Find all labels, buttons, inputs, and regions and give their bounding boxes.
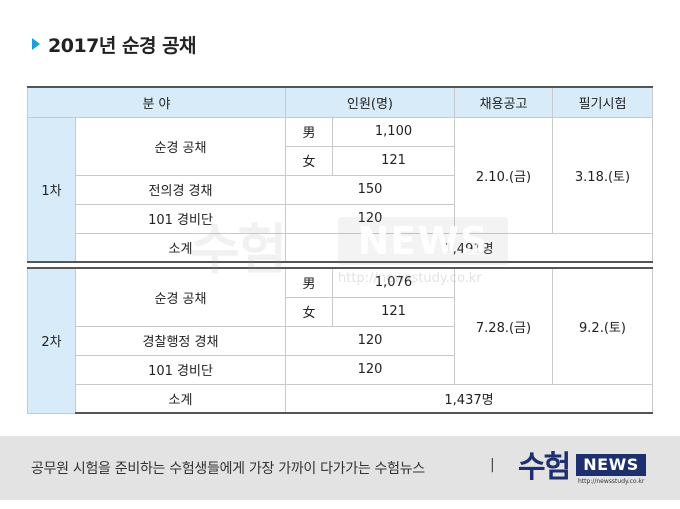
logo-url: http://newsstudy.co.kr [578,478,645,485]
divider-cell [27,261,653,269]
subtotal-value: 1,437명 [285,383,653,414]
category-label: 101 경비단 [75,203,286,234]
subtotal-row: 소계 1,437명 [28,383,653,414]
exam-date: 9.2.(토) [552,267,653,385]
count-value: 1,076 [332,267,455,298]
count-value: 120 [285,325,455,356]
logo-news-badge: NEWS [576,454,646,476]
count-value: 120 [285,354,455,385]
header-exam: 필기시험 [552,86,653,118]
category-label: 순경 공채 [75,116,286,176]
table-row: 전의경 경채 150 [28,174,653,205]
page-title: 2017년 순경 공채 [48,34,197,57]
round-label: 2차 [27,267,76,414]
count-value: 120 [285,203,455,234]
table-row: 101 경비단 120 [28,203,653,234]
brand-logo: 수험 NEWS http://newsstudy.co.kr [518,450,648,490]
round-label: 1차 [27,116,76,263]
count-value: 121 [332,145,455,176]
round-divider [27,261,653,269]
footer-banner: 공무원 시험을 준비하는 수험생들에게 가장 가까이 다가가는 수험뉴스 | 수… [0,436,680,500]
table-row: 女 121 [28,145,653,176]
logo-mark: 수험 [518,450,571,485]
header-field: 분 야 [27,86,286,118]
table-row: 1차 순경 공채 男 1,100 2.10.(금) 3.18.(토) [27,116,653,263]
count-value: 1,100 [332,116,455,147]
exam-date: 3.18.(토) [552,116,653,234]
category-label: 경찰행정 경채 [75,325,286,356]
table-row: 女 121 [28,296,653,327]
category-label: 전의경 경채 [75,174,286,205]
announce-date: 2.10.(금) [454,116,553,234]
subtotal-label: 소계 [75,232,286,263]
subtotal-row: 소계 1,491명 [28,232,653,263]
header-count: 인원(명) [285,86,455,118]
gender-label: 男 [285,267,333,298]
gender-label: 女 [285,296,333,327]
count-value: 121 [332,296,455,327]
announce-date: 7.28.(금) [454,267,553,385]
gender-label: 男 [285,116,333,147]
gender-label: 女 [285,145,333,176]
subtotal-value: 1,491명 [285,232,653,263]
subtotal-label: 소계 [75,383,286,414]
header-announce: 채용공고 [454,86,553,118]
triangle-bullet-icon [32,38,40,50]
recruitment-table: 분 야 인원(명) 채용공고 필기시험 1차 순경 공채 男 1,100 2.1… [27,86,653,414]
table-header-row: 분 야 인원(명) 채용공고 필기시험 [27,86,653,118]
footer-separator: | [490,457,495,473]
page-title-block: 2017년 순경 공채 [32,32,197,57]
count-value: 150 [285,174,455,205]
category-label: 순경 공채 [75,267,286,327]
footer-slogan: 공무원 시험을 준비하는 수험생들에게 가장 가까이 다가가는 수험뉴스 [31,461,425,477]
table-row: 2차 순경 공채 男 1,076 7.28.(금) 9.2.(토) [27,267,653,414]
category-label: 101 경비단 [75,354,286,385]
